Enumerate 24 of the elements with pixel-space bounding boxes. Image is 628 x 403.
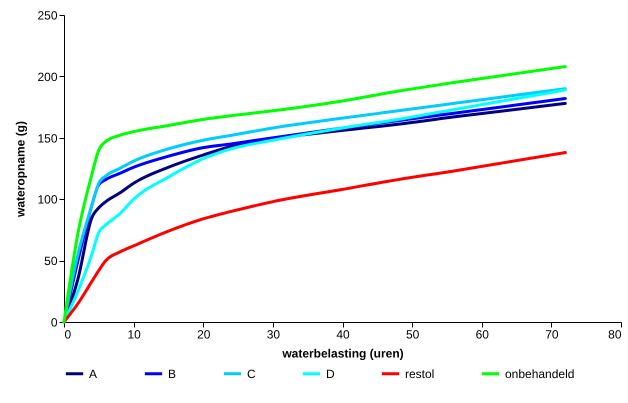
- x-axis-title: waterbelasting (uren): [281, 346, 404, 360]
- legend-label: C: [247, 366, 256, 381]
- x-tick-label: 10: [127, 328, 142, 342]
- x-tick-label: 70: [545, 328, 559, 342]
- y-axis-title: wateropname (g): [13, 120, 28, 218]
- x-tick-label: 20: [197, 328, 211, 342]
- x-tick-label: 40: [336, 328, 350, 342]
- y-tick-label: 150: [37, 131, 58, 146]
- x-tick-label: 30: [266, 328, 280, 342]
- x-tick-label: 80: [608, 328, 622, 342]
- legend-label: B: [168, 366, 176, 381]
- legend-label: D: [326, 366, 335, 381]
- y-tick-label: 0: [50, 316, 58, 330]
- y-tick-label: 200: [37, 70, 58, 84]
- x-tick-label: 0: [64, 328, 72, 342]
- legend-label: onbehandeld: [505, 366, 574, 381]
- x-tick-label: 60: [476, 328, 490, 342]
- line-series: [62, 151, 567, 324]
- y-tick-label: 50: [44, 254, 58, 268]
- y-tick-label: 100: [37, 192, 58, 207]
- x-tick-label: 50: [406, 328, 420, 342]
- legend-label: restol: [405, 366, 434, 381]
- legend-label: A: [89, 366, 98, 381]
- y-tick-label: 250: [37, 8, 58, 22]
